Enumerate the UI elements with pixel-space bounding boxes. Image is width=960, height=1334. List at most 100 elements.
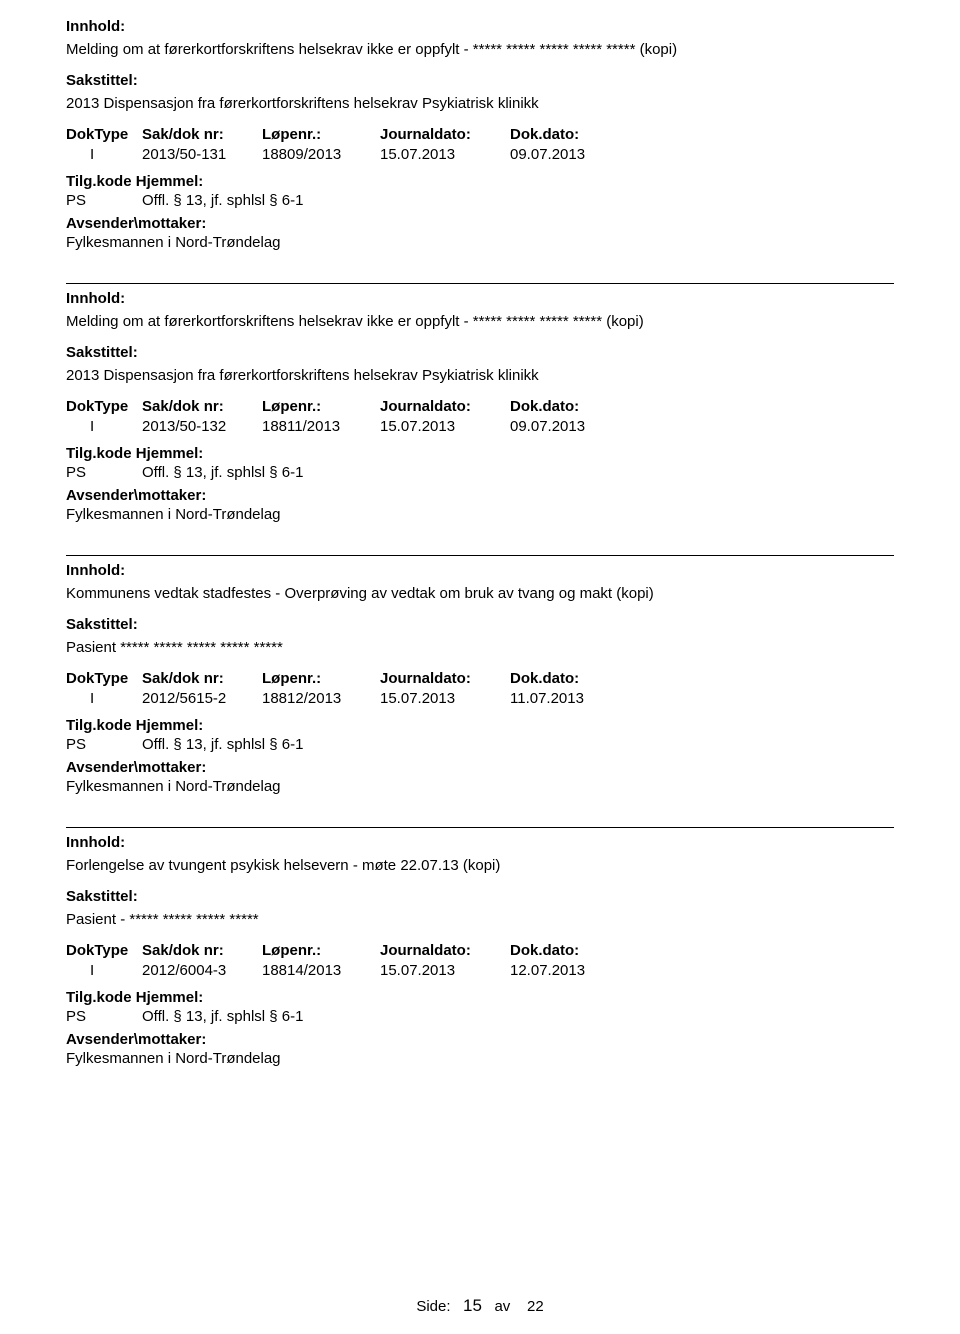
innhold-label: Innhold: bbox=[66, 562, 894, 579]
col-dokdato: Dok.dato: bbox=[510, 398, 630, 415]
hjemmel-value: Offl. § 13, jf. sphlsl § 6-1 bbox=[142, 1008, 303, 1025]
col-lopenr: Løpenr.: bbox=[262, 942, 380, 959]
sakstittel-value: Pasient ***** ***** ***** ***** ***** bbox=[66, 639, 894, 656]
avsender-label: Avsender\mottaker: bbox=[66, 215, 894, 232]
lopenr-value: 18812/2013 bbox=[262, 690, 380, 707]
side-label: Side: bbox=[416, 1298, 450, 1315]
dokdato-value: 12.07.2013 bbox=[510, 962, 630, 979]
innhold-value: Kommunens vedtak stadfestes - Overprøvin… bbox=[66, 585, 894, 602]
sakstittel-value: 2013 Dispensasjon fra førerkortforskrift… bbox=[66, 95, 894, 112]
lopenr-value: 18809/2013 bbox=[262, 146, 380, 163]
innhold-label: Innhold: bbox=[66, 290, 894, 307]
avsender-value: Fylkesmannen i Nord-Trøndelag bbox=[66, 506, 894, 523]
hjemmel-label: Hjemmel: bbox=[136, 989, 204, 1006]
page-current: 15 bbox=[463, 1296, 482, 1315]
sakstittel-value: Pasient - ***** ***** ***** ***** bbox=[66, 911, 894, 928]
col-lopenr: Løpenr.: bbox=[262, 126, 380, 143]
journaldato-value: 15.07.2013 bbox=[380, 418, 510, 435]
table-header: DokType Sak/dok nr: Løpenr.: Journaldato… bbox=[66, 670, 894, 687]
doktype-value: I bbox=[66, 418, 142, 435]
tilgkode-value: PS bbox=[66, 192, 142, 209]
col-lopenr: Løpenr.: bbox=[262, 398, 380, 415]
avsender-label: Avsender\mottaker: bbox=[66, 487, 894, 504]
table-row: I 2013/50-132 18811/2013 15.07.2013 09.0… bbox=[66, 418, 894, 435]
doktype-value: I bbox=[66, 690, 142, 707]
journaldato-value: 15.07.2013 bbox=[380, 962, 510, 979]
col-doktype: DokType bbox=[66, 398, 142, 415]
col-dokdato: Dok.dato: bbox=[510, 670, 630, 687]
sakstittel-label: Sakstittel: bbox=[66, 888, 894, 905]
tilg-row: Tilg.kode Hjemmel: bbox=[66, 717, 894, 734]
tilg-row: Tilg.kode Hjemmel: bbox=[66, 445, 894, 462]
sakstittel-label: Sakstittel: bbox=[66, 72, 894, 89]
col-saknr: Sak/dok nr: bbox=[142, 942, 262, 959]
av-label: av bbox=[494, 1298, 510, 1315]
col-doktype: DokType bbox=[66, 126, 142, 143]
hjemmel-label: Hjemmel: bbox=[136, 173, 204, 190]
col-doktype: DokType bbox=[66, 670, 142, 687]
col-saknr: Sak/dok nr: bbox=[142, 670, 262, 687]
avsender-value: Fylkesmannen i Nord-Trøndelag bbox=[66, 1050, 894, 1067]
innhold-label: Innhold: bbox=[66, 18, 894, 35]
tilgkode-value: PS bbox=[66, 1008, 142, 1025]
ps-row: PS Offl. § 13, jf. sphlsl § 6-1 bbox=[66, 736, 894, 753]
sakstittel-label: Sakstittel: bbox=[66, 616, 894, 633]
col-journaldato: Journaldato: bbox=[380, 126, 510, 143]
dokdato-value: 11.07.2013 bbox=[510, 690, 630, 707]
ps-row: PS Offl. § 13, jf. sphlsl § 6-1 bbox=[66, 192, 894, 209]
dokdato-value: 09.07.2013 bbox=[510, 418, 630, 435]
col-journaldato: Journaldato: bbox=[380, 398, 510, 415]
hjemmel-value: Offl. § 13, jf. sphlsl § 6-1 bbox=[142, 736, 303, 753]
tilgkode-label: Tilg.kode bbox=[66, 173, 132, 190]
journal-record: Innhold: Forlengelse av tvungent psykisk… bbox=[66, 827, 894, 1067]
table-header: DokType Sak/dok nr: Løpenr.: Journaldato… bbox=[66, 126, 894, 143]
col-dokdato: Dok.dato: bbox=[510, 126, 630, 143]
innhold-value: Melding om at førerkortforskriftens hels… bbox=[66, 313, 894, 330]
saknr-value: 2013/50-132 bbox=[142, 418, 262, 435]
hjemmel-label: Hjemmel: bbox=[136, 445, 204, 462]
col-doktype: DokType bbox=[66, 942, 142, 959]
journal-record: Innhold: Kommunens vedtak stadfestes - O… bbox=[66, 555, 894, 795]
table-row: I 2012/6004-3 18814/2013 15.07.2013 12.0… bbox=[66, 962, 894, 979]
saknr-value: 2012/6004-3 bbox=[142, 962, 262, 979]
tilgkode-value: PS bbox=[66, 464, 142, 481]
dokdato-value: 09.07.2013 bbox=[510, 146, 630, 163]
avsender-label: Avsender\mottaker: bbox=[66, 1031, 894, 1048]
hjemmel-label: Hjemmel: bbox=[136, 717, 204, 734]
saknr-value: 2013/50-131 bbox=[142, 146, 262, 163]
divider bbox=[66, 283, 894, 284]
col-dokdato: Dok.dato: bbox=[510, 942, 630, 959]
divider bbox=[66, 827, 894, 828]
journaldato-value: 15.07.2013 bbox=[380, 690, 510, 707]
hjemmel-value: Offl. § 13, jf. sphlsl § 6-1 bbox=[142, 192, 303, 209]
tilgkode-label: Tilg.kode bbox=[66, 717, 132, 734]
ps-row: PS Offl. § 13, jf. sphlsl § 6-1 bbox=[66, 464, 894, 481]
saknr-value: 2012/5615-2 bbox=[142, 690, 262, 707]
sakstittel-value: 2013 Dispensasjon fra førerkortforskrift… bbox=[66, 367, 894, 384]
tilgkode-value: PS bbox=[66, 736, 142, 753]
ps-row: PS Offl. § 13, jf. sphlsl § 6-1 bbox=[66, 1008, 894, 1025]
innhold-value: Forlengelse av tvungent psykisk helsever… bbox=[66, 857, 894, 874]
lopenr-value: 18811/2013 bbox=[262, 418, 380, 435]
col-lopenr: Løpenr.: bbox=[262, 670, 380, 687]
lopenr-value: 18814/2013 bbox=[262, 962, 380, 979]
innhold-value: Melding om at førerkortforskriftens hels… bbox=[66, 41, 894, 58]
tilgkode-label: Tilg.kode bbox=[66, 445, 132, 462]
col-saknr: Sak/dok nr: bbox=[142, 126, 262, 143]
avsender-value: Fylkesmannen i Nord-Trøndelag bbox=[66, 234, 894, 251]
hjemmel-value: Offl. § 13, jf. sphlsl § 6-1 bbox=[142, 464, 303, 481]
tilgkode-label: Tilg.kode bbox=[66, 989, 132, 1006]
page-footer: Side: 15 av 22 bbox=[0, 1296, 960, 1316]
doktype-value: I bbox=[66, 146, 142, 163]
col-journaldato: Journaldato: bbox=[380, 942, 510, 959]
table-header: DokType Sak/dok nr: Løpenr.: Journaldato… bbox=[66, 942, 894, 959]
doktype-value: I bbox=[66, 962, 142, 979]
page-total: 22 bbox=[527, 1298, 544, 1315]
table-row: I 2012/5615-2 18812/2013 15.07.2013 11.0… bbox=[66, 690, 894, 707]
tilg-row: Tilg.kode Hjemmel: bbox=[66, 989, 894, 1006]
journaldato-value: 15.07.2013 bbox=[380, 146, 510, 163]
tilg-row: Tilg.kode Hjemmel: bbox=[66, 173, 894, 190]
journal-record: Innhold: Melding om at førerkortforskrif… bbox=[66, 283, 894, 523]
col-saknr: Sak/dok nr: bbox=[142, 398, 262, 415]
divider bbox=[66, 555, 894, 556]
